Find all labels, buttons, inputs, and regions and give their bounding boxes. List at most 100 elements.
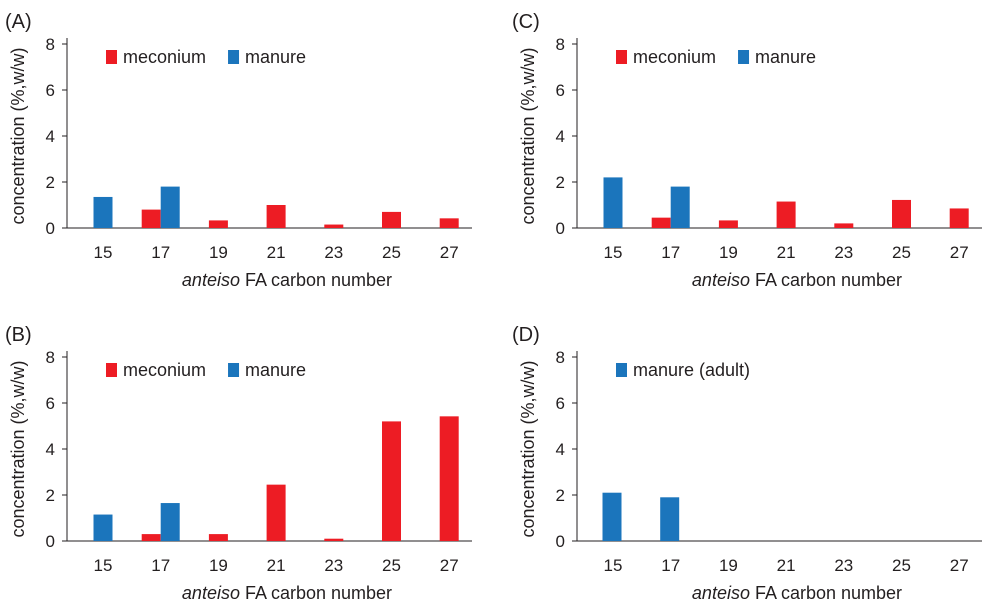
y-tick-label: 8: [46, 35, 55, 54]
bar-manure-adult: [602, 492, 622, 541]
bar-meconium: [208, 534, 228, 541]
bar-meconium: [324, 538, 344, 541]
x-tick-label: 27: [950, 243, 969, 262]
chart-panel: (D) 0 2 4 6 8 15 17 19 21 23 25 27 concentration (%,w…: [512, 324, 982, 603]
bar-manure-adult: [660, 497, 680, 541]
x-tick-label: 25: [892, 556, 911, 575]
x-tick-label: 17: [151, 556, 170, 575]
x-axis-title-italic: anteiso: [182, 583, 240, 603]
x-tick-label: 21: [777, 556, 796, 575]
legend-swatch: [106, 50, 117, 64]
bar-manure: [670, 186, 690, 228]
legend-label: meconium: [123, 47, 206, 67]
y-tick-label: 0: [46, 219, 55, 238]
x-tick-label: 25: [892, 243, 911, 262]
x-tick-label: 21: [267, 556, 286, 575]
x-tick-label: 15: [604, 556, 623, 575]
chart-panel: (C) 0 2 4 6 8 15 17 19 21 23 25 27 concentration (%,w…: [512, 11, 982, 290]
bar-manure: [603, 177, 623, 228]
y-tick-label: 4: [556, 127, 565, 146]
x-tick-label: 23: [324, 556, 343, 575]
x-tick-label: 19: [719, 556, 738, 575]
legend-swatch: [616, 50, 627, 64]
y-tick-label: 4: [46, 127, 55, 146]
x-tick-label: 23: [834, 243, 853, 262]
legend-swatch: [106, 363, 117, 377]
bar-meconium: [892, 199, 911, 228]
bar-manure: [160, 503, 180, 541]
y-tick-label: 0: [556, 532, 565, 551]
y-axis-title: concentration (%,w/w): [518, 360, 538, 537]
x-axis-title-italic: anteiso: [182, 270, 240, 290]
x-axis-title: anteiso FA carbon number: [692, 270, 902, 290]
bar-meconium: [834, 223, 854, 228]
x-tick-label: 27: [950, 556, 969, 575]
bar-meconium: [382, 421, 401, 541]
x-axis-title: anteiso FA carbon number: [182, 270, 392, 290]
legend-swatch: [738, 50, 750, 64]
x-tick-label: 17: [661, 556, 680, 575]
x-axis-title: anteiso FA carbon number: [182, 583, 392, 603]
y-tick-label: 2: [556, 173, 565, 192]
x-axis-title-italic: anteiso: [692, 270, 750, 290]
x-tick-label: 15: [94, 243, 113, 262]
x-tick-label: 17: [151, 243, 170, 262]
y-tick-label: 0: [556, 219, 565, 238]
y-axis-title: concentration (%,w/w): [518, 47, 538, 224]
bar-meconium: [141, 209, 161, 228]
chart-panel: (A) 0 2 4 6 8 15 17 19 21 23 25 27 concentration (%,w…: [5, 11, 472, 290]
x-tick-label: 19: [719, 243, 738, 262]
legend-label: meconium: [633, 47, 716, 67]
y-tick-label: 4: [556, 440, 565, 459]
x-tick-label: 17: [661, 243, 680, 262]
x-axis-title-rest: FA carbon number: [240, 583, 392, 603]
bar-manure: [93, 196, 113, 228]
y-tick-label: 8: [556, 35, 565, 54]
x-tick-label: 23: [324, 243, 343, 262]
bar-meconium: [439, 218, 459, 228]
y-tick-label: 8: [46, 348, 55, 367]
x-axis-title-rest: FA carbon number: [750, 270, 902, 290]
panel-label: (A): [5, 11, 32, 33]
y-tick-label: 2: [556, 486, 565, 505]
x-axis-title: anteiso FA carbon number: [692, 583, 902, 603]
legend-label: manure (adult): [633, 360, 750, 380]
bar-manure: [160, 186, 180, 228]
x-tick-label: 23: [834, 556, 853, 575]
bar-meconium: [776, 201, 796, 228]
legend-label: meconium: [123, 360, 206, 380]
legend-label: manure: [245, 360, 306, 380]
panel-label: (C): [512, 11, 540, 33]
bar-meconium: [718, 220, 738, 228]
bar-meconium: [651, 217, 671, 228]
bar-meconium: [208, 220, 228, 228]
y-tick-label: 4: [46, 440, 55, 459]
legend-label: manure: [755, 47, 816, 67]
x-tick-label: 19: [209, 556, 228, 575]
y-tick-label: 6: [46, 81, 55, 100]
y-axis-title: concentration (%,w/w): [8, 360, 28, 537]
y-tick-label: 2: [46, 486, 55, 505]
x-tick-label: 27: [440, 243, 459, 262]
bar-meconium: [266, 205, 286, 228]
bar-meconium: [266, 484, 286, 541]
bar-meconium: [324, 224, 344, 228]
y-tick-label: 6: [556, 394, 565, 413]
y-axis-title: concentration (%,w/w): [8, 47, 28, 224]
legend-swatch: [616, 363, 627, 377]
x-tick-label: 25: [382, 243, 401, 262]
x-tick-label: 25: [382, 556, 401, 575]
x-axis-title-rest: FA carbon number: [750, 583, 902, 603]
bar-meconium: [382, 211, 401, 228]
legend-swatch: [228, 50, 240, 64]
legend-label: manure: [245, 47, 306, 67]
y-tick-label: 8: [556, 348, 565, 367]
panel-label: (B): [5, 324, 32, 346]
bar-meconium: [949, 208, 969, 228]
chart-panel: (B) 0 2 4 6 8 15 17 19 21 23 25 27 concentration (%,w…: [5, 324, 472, 603]
x-tick-label: 15: [94, 556, 113, 575]
y-tick-label: 6: [46, 394, 55, 413]
panel-label: (D): [512, 324, 540, 346]
x-tick-label: 15: [604, 243, 623, 262]
